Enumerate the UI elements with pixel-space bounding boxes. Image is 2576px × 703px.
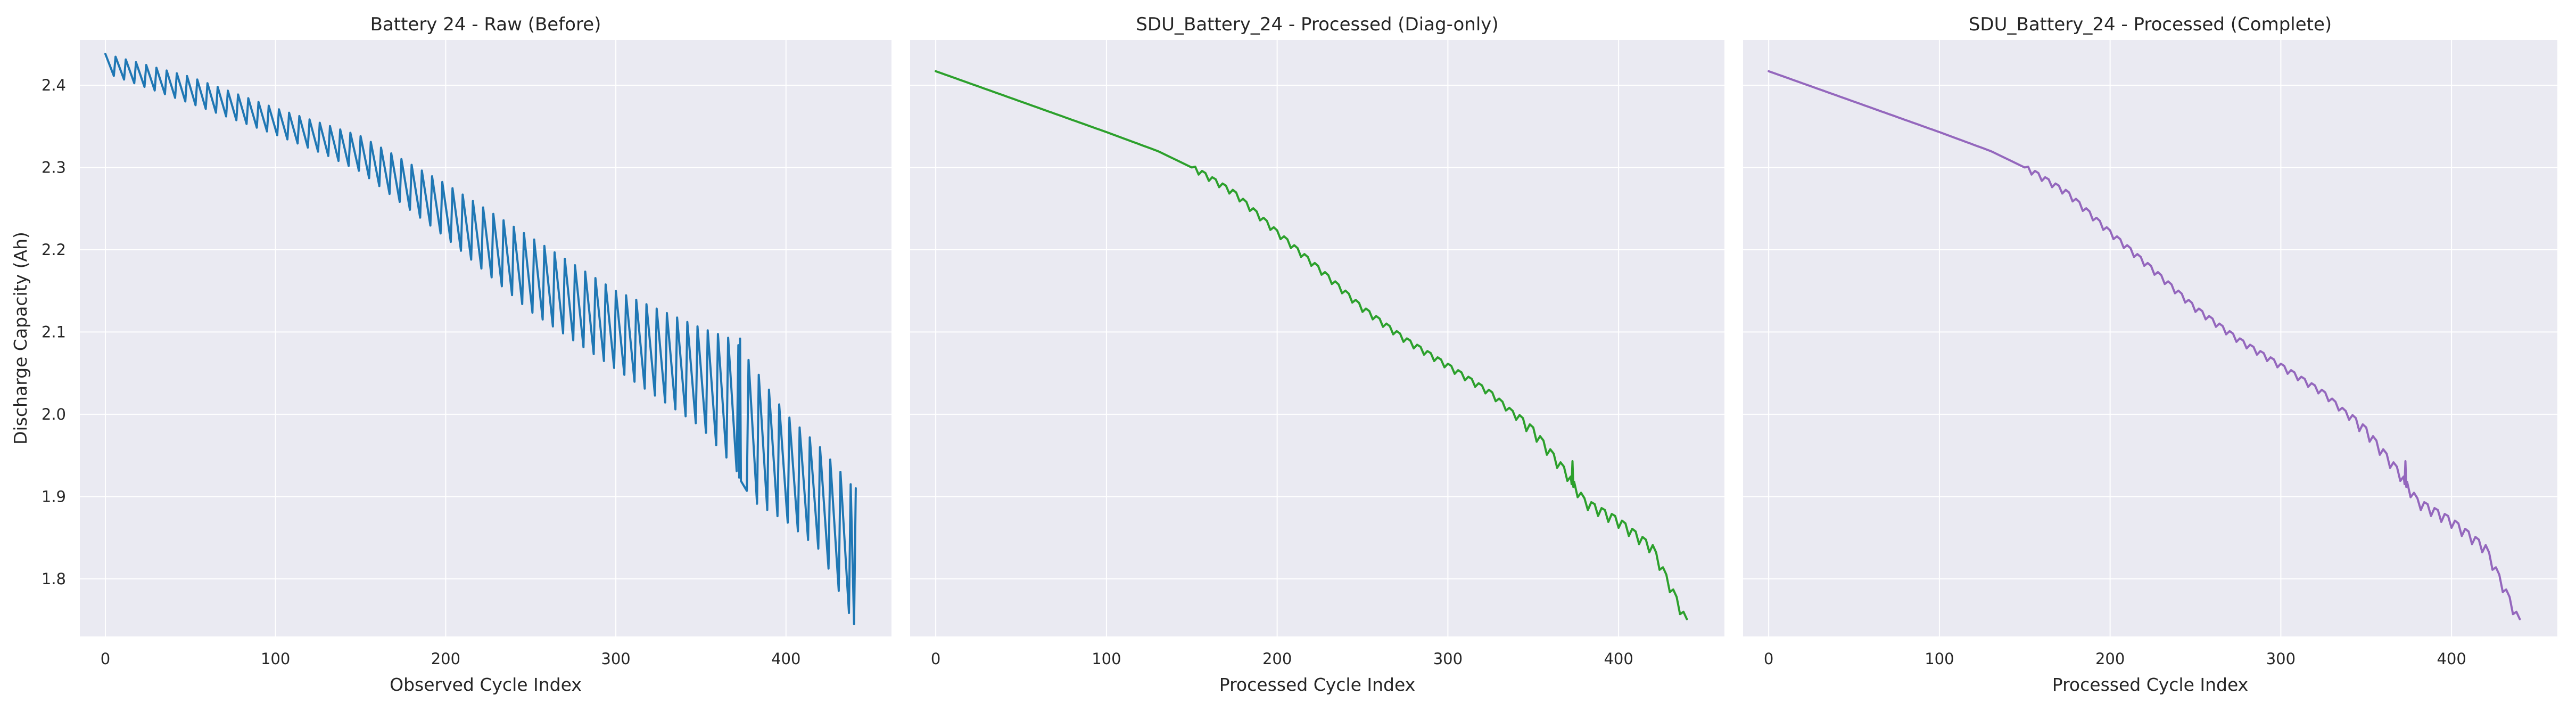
x-tick-label: 0 (1764, 650, 1773, 668)
y-tick-label: 1.8 (42, 570, 66, 588)
series-complete (1768, 70, 2521, 620)
ticks-complete: 0 100 200 300 400 (1764, 650, 2466, 668)
x-tick-label: 200 (1262, 650, 1292, 668)
x-tick-label: 300 (601, 650, 630, 668)
capacity-line (104, 53, 857, 625)
y-tick-label: 2.0 (42, 405, 66, 423)
plot-area-complete (1743, 40, 2557, 636)
x-tick-label: 100 (1925, 650, 1954, 668)
grid-complete (1743, 40, 2557, 636)
x-axis-label-diag-only: Processed Cycle Index (1219, 674, 1415, 695)
plot-area-diag-only (910, 40, 1724, 636)
x-tick-label: 400 (1604, 650, 1633, 668)
x-tick-label: 200 (2095, 650, 2125, 668)
panel-raw: 1.8 1.9 2.0 2.1 2.2 2.3 2.4 0 100 200 300 400 Batte… (10, 14, 891, 695)
x-tick-label: 0 (931, 650, 940, 668)
grid-diag-only (910, 40, 1724, 636)
grid-raw (80, 40, 891, 636)
x-tick-label: 0 (101, 650, 110, 668)
x-tick-label: 300 (2266, 650, 2296, 668)
ticks-diag-only: 0 100 200 300 400 (931, 650, 1633, 668)
panel-complete: 0 100 200 300 400 SDU_Battery_24 - Processed… (1743, 14, 2557, 695)
x-tick-label: 100 (261, 650, 290, 668)
capacity-line (935, 70, 1688, 620)
y-tick-label: 2.2 (42, 241, 66, 259)
series-diag-only (935, 70, 1688, 620)
chart-title-raw: Battery 24 - Raw (Before) (370, 14, 601, 35)
y-axis-label: Discharge Capacity (Ah) (10, 232, 31, 445)
x-axis-label-raw: Observed Cycle Index (390, 674, 582, 695)
y-tick-label: 2.1 (42, 323, 66, 341)
x-tick-label: 300 (1433, 650, 1463, 668)
ticks-raw: 1.8 1.9 2.0 2.1 2.2 2.3 2.4 0 100 200 300 400 (42, 76, 801, 668)
plot-area-raw (80, 40, 891, 636)
x-axis-label-complete: Processed Cycle Index (2052, 674, 2248, 695)
y-tick-label: 2.4 (42, 76, 66, 94)
y-tick-label: 1.9 (42, 487, 66, 505)
capacity-line (1768, 70, 2521, 620)
x-tick-label: 100 (1092, 650, 1121, 668)
chart-title-complete: SDU_Battery_24 - Processed (Complete) (1969, 14, 2332, 35)
x-tick-label: 400 (2437, 650, 2466, 668)
series-raw (104, 53, 857, 625)
chart-title-diag-only: SDU_Battery_24 - Processed (Diag-only) (1136, 14, 1498, 35)
x-tick-label: 400 (771, 650, 800, 668)
y-tick-label: 2.3 (42, 158, 66, 176)
panel-diag-only: 0 100 200 300 400 SDU_Battery_24 - Processed… (910, 14, 1724, 695)
x-tick-label: 200 (431, 650, 460, 668)
